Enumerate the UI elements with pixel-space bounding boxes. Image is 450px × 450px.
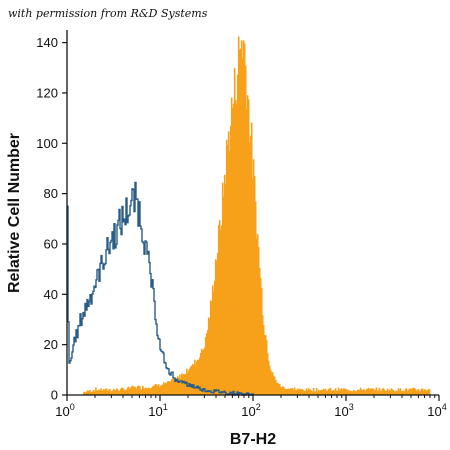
x-tick-label: 101 xyxy=(148,402,167,419)
y-tick-label: 0 xyxy=(51,388,58,403)
y-tick-label: 80 xyxy=(44,186,58,201)
y-tick-label: 40 xyxy=(44,287,58,302)
y-axis-label: Relative Cell Number xyxy=(6,133,23,293)
watermark: with permission from R&D Systems xyxy=(8,7,208,20)
x-axis-label: B7-H2 xyxy=(230,431,276,448)
y-tick-label: 120 xyxy=(36,85,58,100)
x-tick-label: 100 xyxy=(55,402,74,419)
y-tick-label: 20 xyxy=(44,337,58,352)
x-tick-label: 102 xyxy=(241,402,260,419)
y-tick-label: 100 xyxy=(36,136,58,151)
y-tick-label: 140 xyxy=(36,35,58,50)
y-tick-label: 60 xyxy=(44,236,58,251)
x-tick-label: 103 xyxy=(334,402,353,419)
x-tick-label: 104 xyxy=(427,402,446,419)
outline-histogram xyxy=(67,181,254,396)
filled-histogram xyxy=(83,36,431,396)
